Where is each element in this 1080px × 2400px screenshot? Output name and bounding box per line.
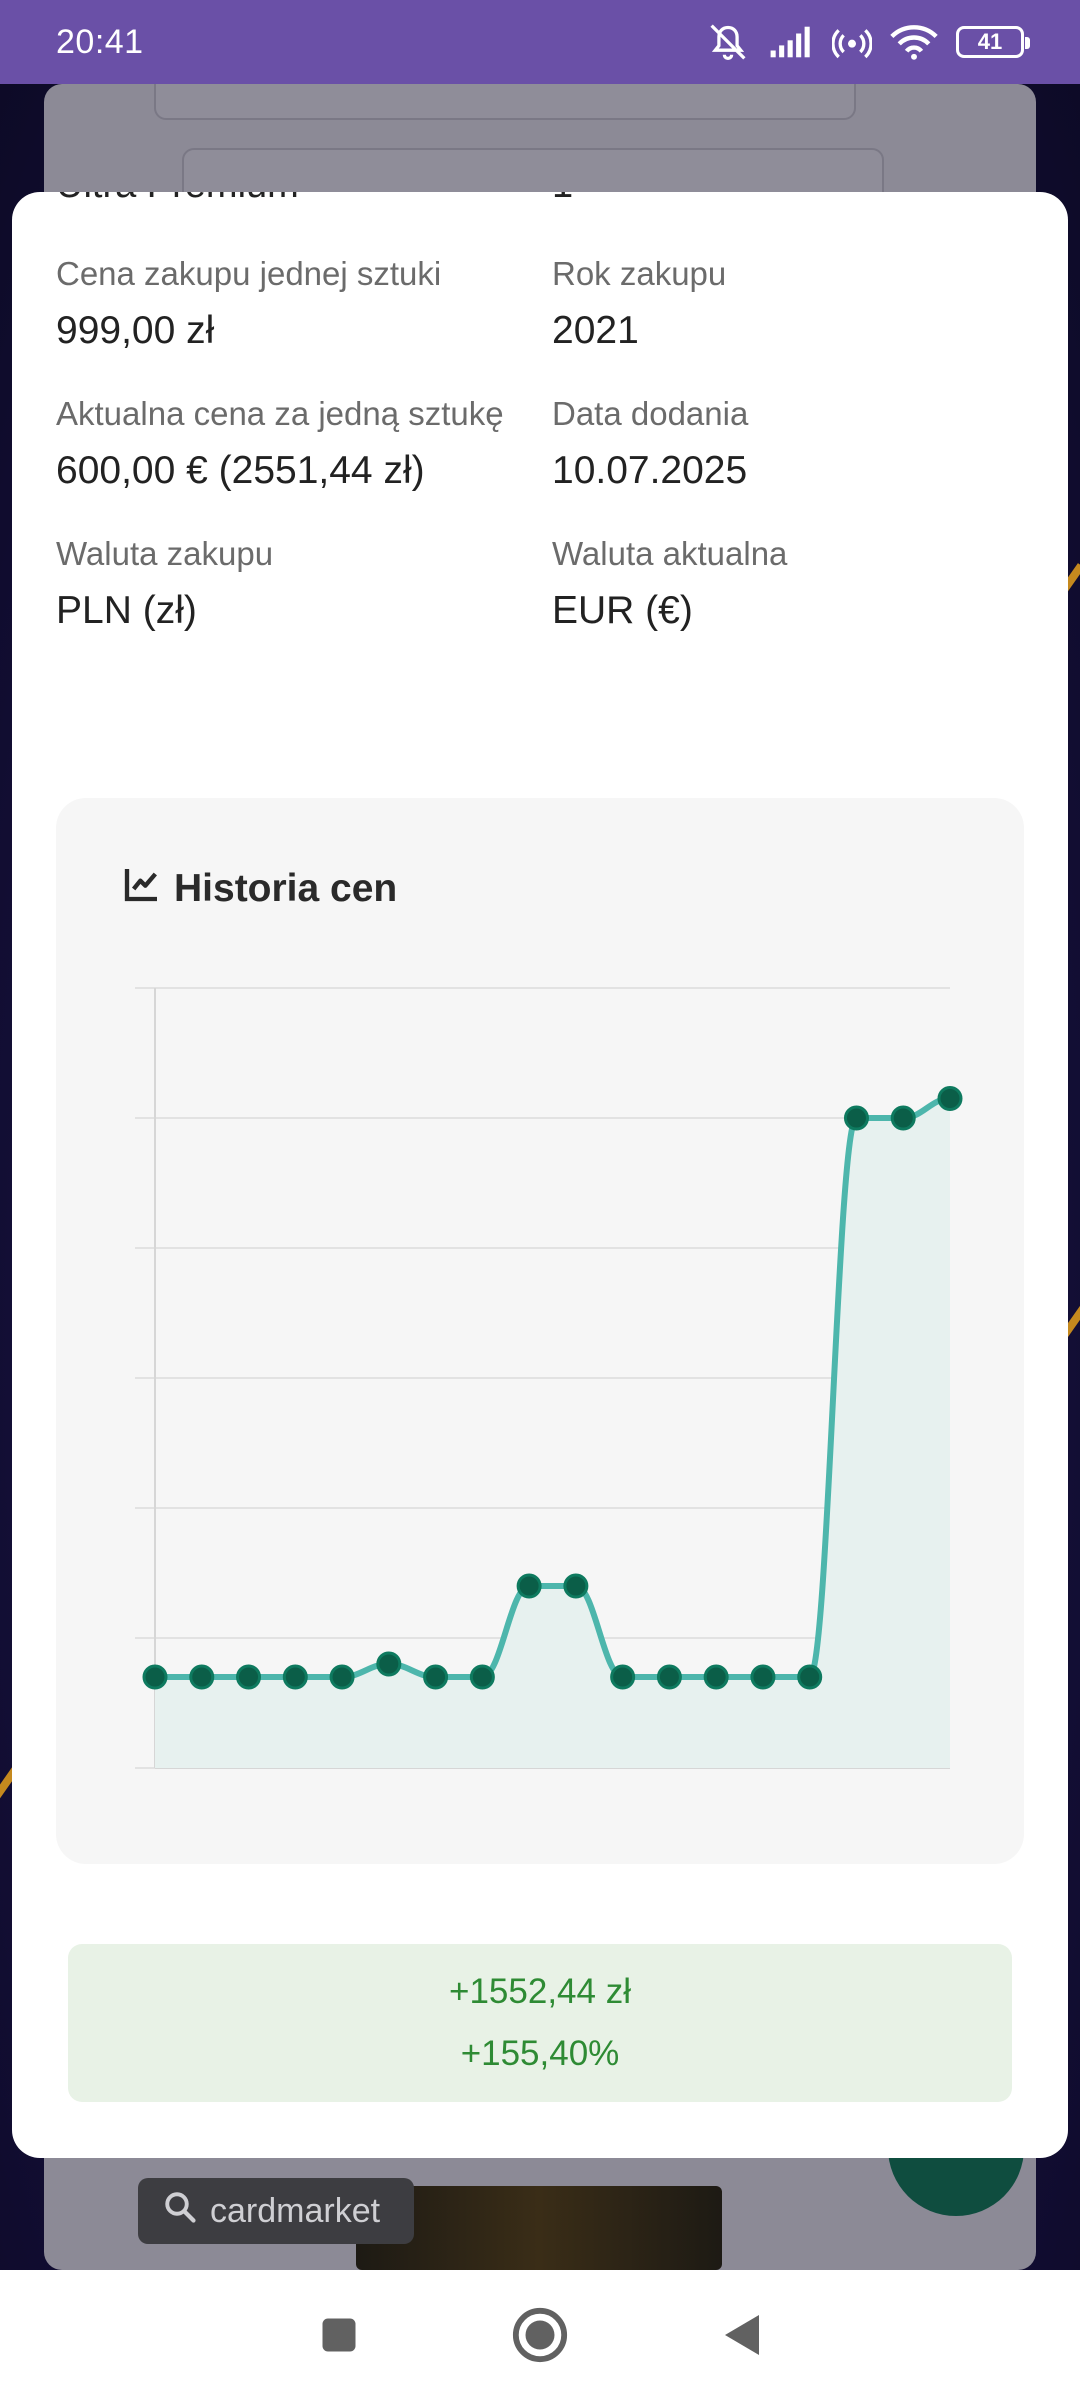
detail-purchase-year: Rok zakupu 2021 <box>552 255 727 352</box>
item-name-cut: Ultra Premium <box>56 192 299 207</box>
data-point <box>236 1664 262 1690</box>
detail-date-added: Data dodania 10.07.2025 <box>552 395 749 492</box>
item-details-modal: Ultra Premium 1 Cena zakupu jednej sztuk… <box>12 192 1068 2158</box>
price-history-card: Historia cen <box>56 798 1024 1864</box>
status-bar: 20:41 41 <box>0 0 1080 84</box>
price-history-chart <box>135 987 963 1769</box>
data-point <box>703 1664 729 1690</box>
background-field <box>154 84 856 120</box>
profit-amount: +1552,44 zł <box>449 1972 631 2011</box>
data-point <box>189 1664 215 1690</box>
battery-icon: 41 <box>956 26 1030 58</box>
data-point <box>423 1664 449 1690</box>
background-product-image <box>356 2186 722 2270</box>
data-point <box>282 1664 308 1690</box>
wifi-icon <box>890 23 938 61</box>
data-point <box>142 1664 168 1690</box>
profit-summary: +1552,44 zł +155,40% <box>68 1944 1012 2102</box>
data-point <box>610 1664 636 1690</box>
search-icon <box>162 2189 198 2234</box>
item-quantity-cut: 1 <box>552 192 573 207</box>
data-point <box>890 1105 916 1131</box>
area-fill <box>155 1098 950 1768</box>
chart-title-text: Historia cen <box>174 867 398 910</box>
square-icon <box>322 2318 356 2352</box>
data-point <box>797 1664 823 1690</box>
home-button[interactable] <box>511 2306 569 2364</box>
detail-current-currency: Waluta aktualna EUR (€) <box>552 535 788 632</box>
status-time: 20:41 <box>56 22 144 61</box>
data-point <box>750 1664 776 1690</box>
hotspot-icon <box>832 22 872 62</box>
cardmarket-search-pill[interactable]: cardmarket <box>138 2178 414 2244</box>
data-point <box>329 1664 355 1690</box>
data-point <box>656 1664 682 1690</box>
data-point <box>843 1105 869 1131</box>
detail-unit-purchase-price: Cena zakupu jednej sztuki 999,00 zł <box>56 255 442 352</box>
muted-bell-icon <box>706 22 750 62</box>
recents-button[interactable] <box>317 2313 361 2357</box>
profit-percent: +155,40% <box>460 2034 620 2073</box>
detail-purchase-currency: Waluta zakupu PLN (zł) <box>56 535 274 632</box>
data-point <box>516 1573 542 1599</box>
home-circle-icon <box>512 2307 568 2363</box>
status-icons: 41 <box>706 22 1030 62</box>
chart-title: Historia cen <box>122 864 397 914</box>
line-chart-icon <box>122 864 162 914</box>
cardmarket-label: cardmarket <box>210 2191 381 2230</box>
data-point <box>937 1086 963 1111</box>
data-point <box>376 1651 402 1677</box>
data-point <box>469 1664 495 1690</box>
navigation-bar <box>0 2270 1080 2400</box>
back-triangle-icon <box>725 2315 759 2355</box>
back-button[interactable] <box>719 2311 763 2359</box>
detail-current-unit-price: Aktualna cena za jedną sztukę 600,00 € (… <box>56 395 504 492</box>
signal-icon <box>768 25 814 59</box>
data-point <box>563 1573 589 1599</box>
